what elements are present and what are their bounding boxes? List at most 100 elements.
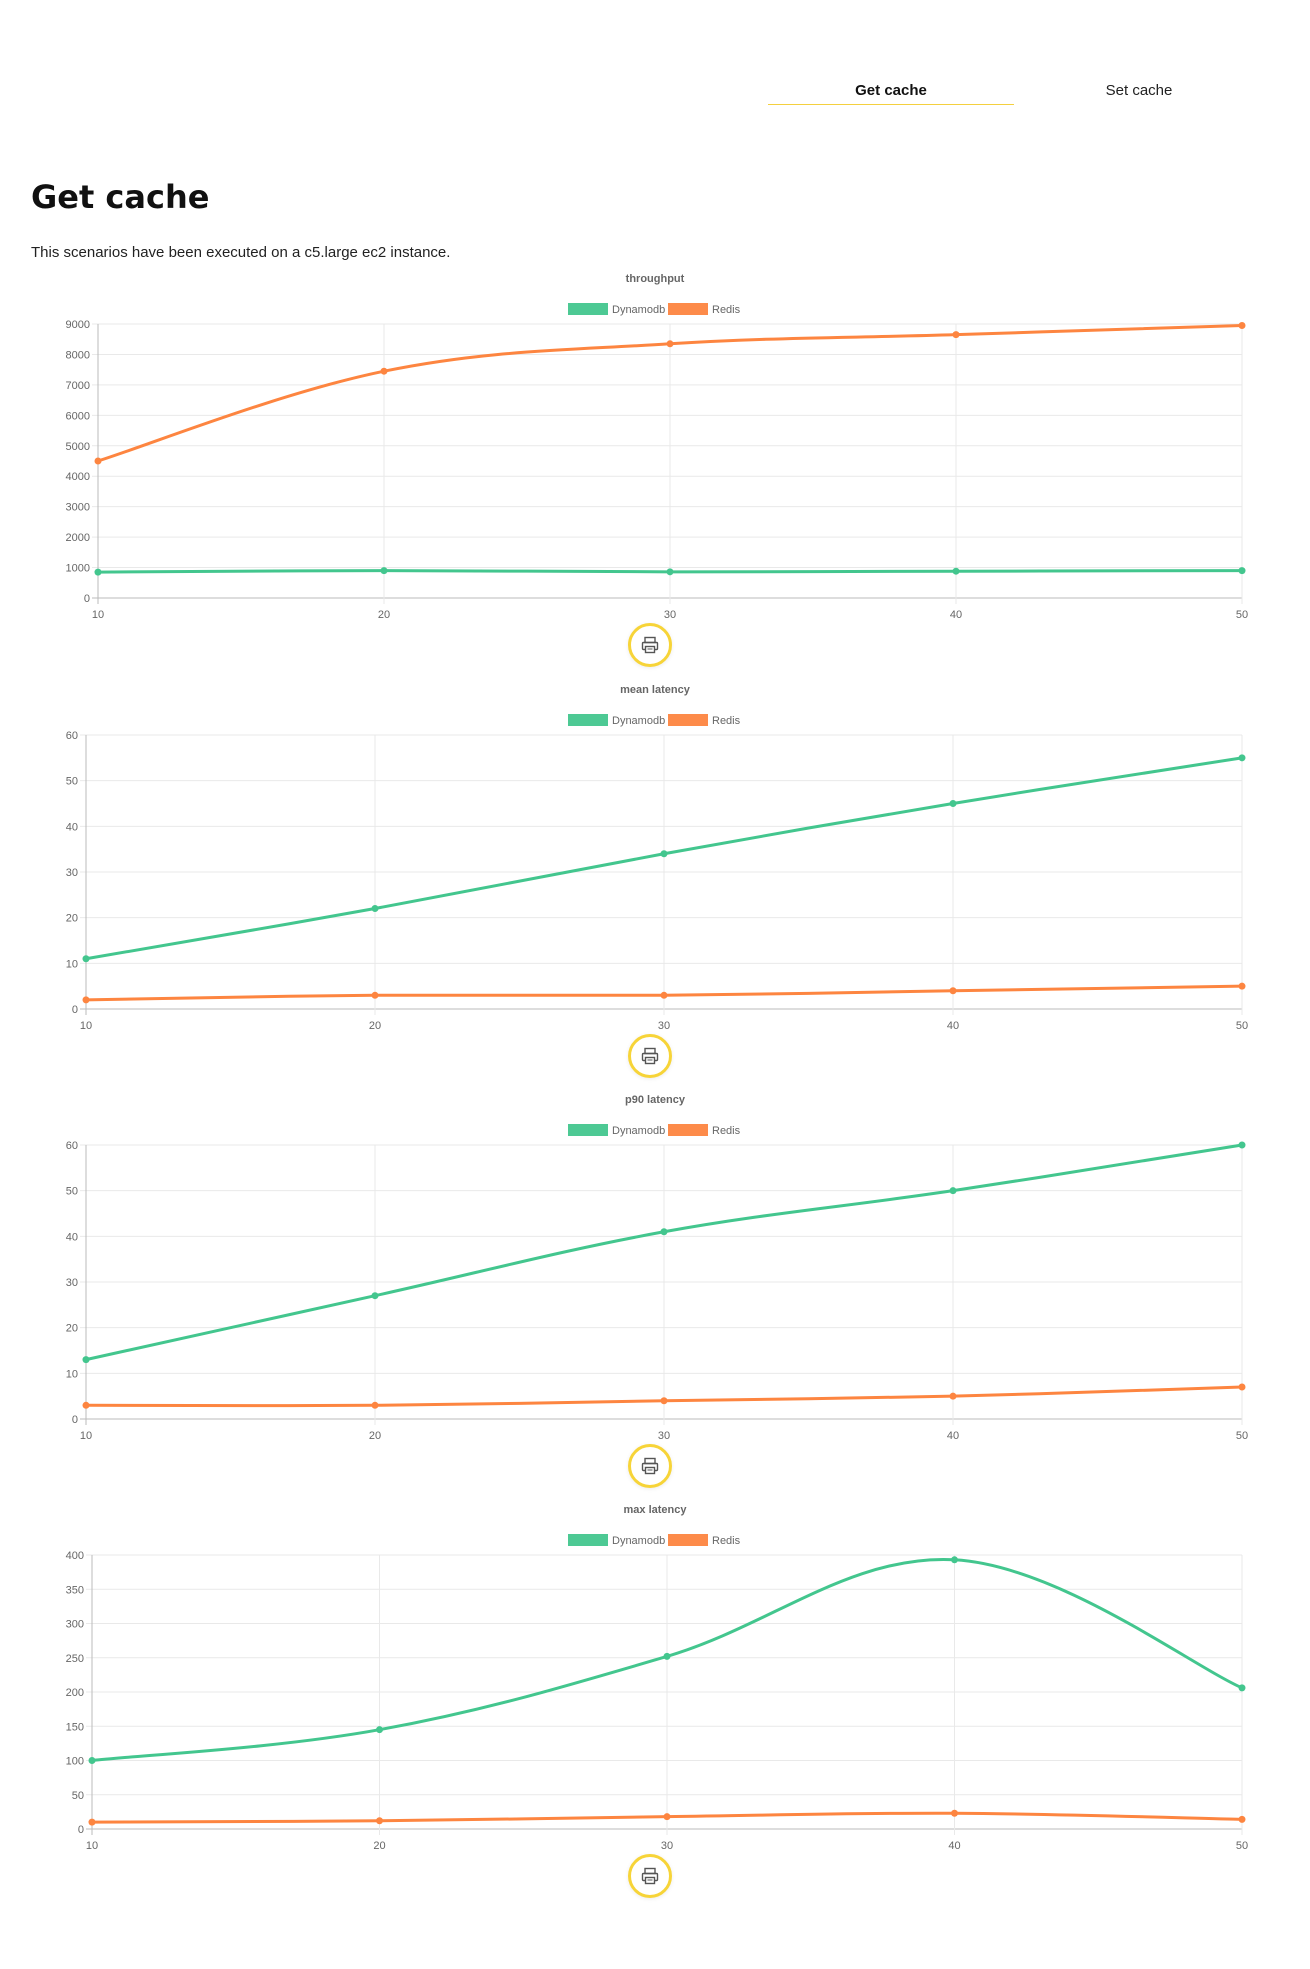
data-point	[94, 457, 102, 465]
chart-title: throughput	[626, 273, 685, 285]
data-point	[380, 567, 388, 575]
y-tick-label: 3000	[66, 502, 90, 514]
print-button[interactable]	[628, 1034, 672, 1078]
data-point	[949, 1392, 957, 1400]
data-point	[88, 1757, 96, 1764]
chart-title: max latency	[624, 1504, 688, 1516]
x-tick-label: 40	[947, 1020, 959, 1032]
x-tick-label: 10	[92, 609, 104, 621]
data-point	[371, 1401, 379, 1409]
legend-swatch	[568, 1124, 608, 1136]
data-point	[82, 1356, 90, 1364]
legend-label: Redis	[712, 715, 741, 727]
data-point	[660, 991, 668, 999]
data-point	[663, 1813, 671, 1821]
chart-legend: Dynamodb Redis	[568, 303, 741, 316]
data-point	[951, 1556, 958, 1564]
data-point	[371, 905, 379, 913]
legend-swatch	[568, 303, 608, 315]
x-tick-label: 30	[658, 1430, 670, 1442]
data-point	[1238, 567, 1246, 575]
legend-swatch	[568, 714, 608, 726]
x-tick-label: 50	[1236, 1020, 1248, 1032]
y-tick-label: 20	[66, 1323, 78, 1335]
legend-swatch	[568, 1534, 608, 1546]
y-tick-label: 40	[66, 821, 78, 833]
page-title: Get cache	[31, 178, 210, 216]
y-tick-label: 50	[66, 1186, 78, 1198]
data-point	[371, 991, 379, 999]
data-point	[949, 987, 957, 995]
x-tick-label: 40	[948, 1840, 960, 1852]
legend-label: Dynamodb	[612, 1535, 665, 1547]
data-point	[82, 996, 90, 1004]
legend-label: Redis	[712, 1535, 741, 1547]
legend-label: Dynamodb	[612, 715, 665, 727]
y-tick-label: 5000	[66, 441, 90, 453]
x-tick-label: 20	[369, 1430, 381, 1442]
y-tick-label: 0	[84, 593, 90, 605]
y-tick-label: 250	[66, 1653, 84, 1665]
y-tick-label: 8000	[66, 349, 90, 361]
y-tick-label: 50	[72, 1790, 84, 1802]
y-tick-label: 300	[66, 1619, 84, 1631]
printer-icon	[641, 636, 659, 654]
y-tick-label: 1000	[66, 563, 90, 575]
max-latency-chart: max latency Dynamodb Redis 0 50 100 150 200 250 3…	[66, 1504, 1248, 1852]
data-point	[1238, 754, 1246, 762]
throughput-chart: throughput Dynamodb Redis 0 1000 2000 3000 4000…	[66, 273, 1249, 621]
data-point	[952, 567, 960, 575]
data-point	[660, 850, 668, 858]
x-tick-label: 10	[80, 1020, 92, 1032]
printer-icon	[641, 1457, 659, 1475]
x-tick-label: 20	[373, 1840, 385, 1852]
data-point	[1238, 322, 1246, 330]
y-tick-label: 6000	[66, 410, 90, 422]
y-tick-label: 400	[66, 1550, 84, 1562]
printer-icon	[641, 1047, 659, 1065]
data-point	[951, 1809, 958, 1817]
data-point	[1238, 1383, 1246, 1391]
x-tick-label: 30	[661, 1840, 673, 1852]
y-tick-label: 60	[66, 730, 78, 742]
data-point	[660, 1228, 668, 1236]
y-tick-label: 0	[78, 1824, 84, 1836]
y-tick-label: 10	[66, 1368, 78, 1380]
legend-swatch	[668, 714, 708, 726]
data-point	[1238, 1141, 1246, 1149]
y-tick-label: 7000	[66, 380, 90, 392]
page-description: This scenarios have been executed on a c…	[31, 244, 451, 261]
y-tick-label: 350	[66, 1584, 84, 1596]
legend-label: Dynamodb	[612, 304, 665, 316]
tab-set-cache[interactable]: Set cache	[1105, 82, 1173, 99]
print-button[interactable]	[628, 1444, 672, 1488]
chart-legend: Dynamodb Redis	[568, 714, 741, 727]
data-point	[1238, 982, 1246, 990]
legend-label: Redis	[712, 304, 741, 316]
print-button[interactable]	[628, 623, 672, 667]
y-tick-label: 2000	[66, 532, 90, 544]
data-point	[82, 955, 90, 963]
tab-get-cache[interactable]: Get cache	[768, 78, 1014, 105]
data-point	[666, 568, 674, 576]
x-tick-label: 10	[80, 1430, 92, 1442]
x-tick-label: 50	[1236, 1840, 1248, 1852]
x-tick-label: 50	[1236, 1430, 1248, 1442]
data-point	[1238, 1684, 1246, 1692]
data-point	[376, 1726, 383, 1734]
chart-legend: Dynamodb Redis	[568, 1534, 741, 1547]
print-button[interactable]	[628, 1854, 672, 1898]
x-tick-label: 20	[378, 609, 390, 621]
data-point	[660, 1397, 668, 1405]
y-tick-label: 0	[72, 1414, 78, 1426]
data-point	[949, 1187, 957, 1195]
y-tick-label: 60	[66, 1140, 78, 1152]
legend-label: Dynamodb	[612, 1125, 665, 1137]
data-point	[949, 800, 957, 807]
x-tick-label: 40	[950, 609, 962, 621]
data-point	[1238, 1815, 1246, 1823]
chart-title: mean latency	[620, 684, 691, 696]
data-point	[952, 331, 960, 339]
